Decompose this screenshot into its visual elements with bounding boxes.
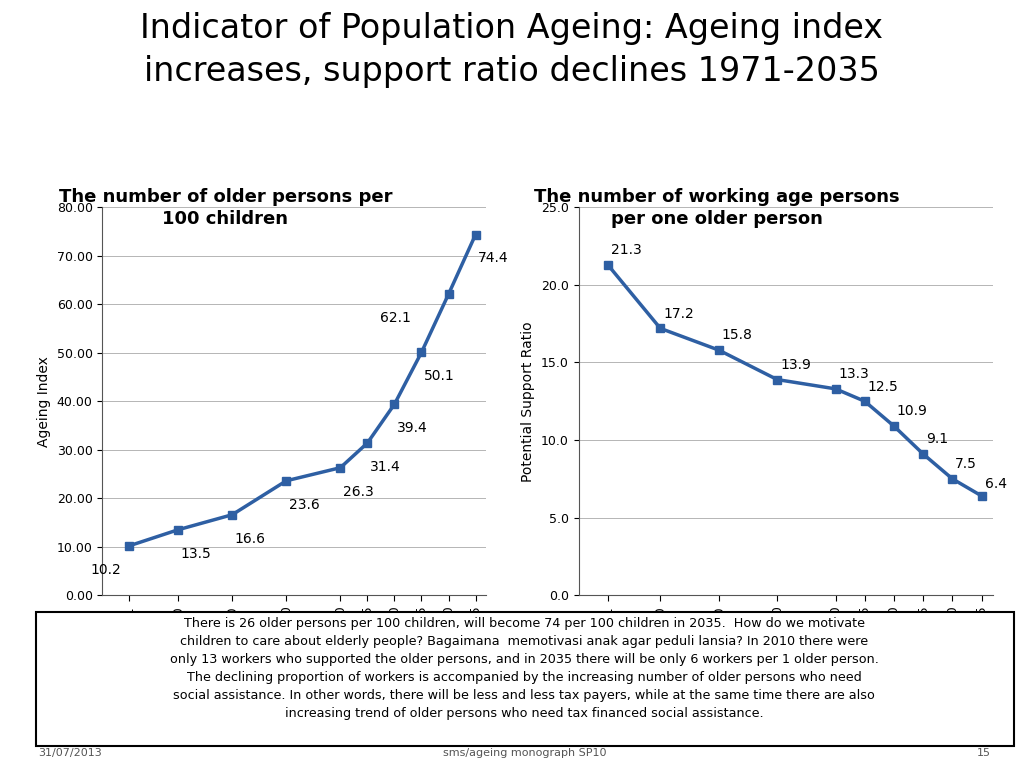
Text: The number of working age persons
per one older person: The number of working age persons per on… xyxy=(534,188,900,228)
Text: 74.4: 74.4 xyxy=(478,251,509,266)
Text: 10.9: 10.9 xyxy=(897,404,928,419)
Y-axis label: Potential Support Ratio: Potential Support Ratio xyxy=(521,321,536,482)
Text: 39.4: 39.4 xyxy=(397,421,428,435)
Y-axis label: Ageing Index: Ageing Index xyxy=(37,356,51,447)
Text: 13.3: 13.3 xyxy=(839,367,869,381)
Text: The number of older persons per
100 children: The number of older persons per 100 chil… xyxy=(58,188,392,228)
Text: 15.8: 15.8 xyxy=(722,329,753,343)
Text: 10.2: 10.2 xyxy=(90,563,121,577)
Text: 12.5: 12.5 xyxy=(867,379,898,393)
Text: 13.9: 13.9 xyxy=(780,358,811,372)
Text: 13.5: 13.5 xyxy=(181,547,212,561)
Text: 7.5: 7.5 xyxy=(955,457,977,471)
Text: 50.1: 50.1 xyxy=(424,369,455,383)
Text: 23.6: 23.6 xyxy=(289,498,319,511)
Text: 31.4: 31.4 xyxy=(370,460,400,474)
Text: sms/ageing monograph SP10: sms/ageing monograph SP10 xyxy=(442,748,606,758)
Text: 15: 15 xyxy=(977,748,991,758)
Text: 16.6: 16.6 xyxy=(234,531,266,546)
Text: 17.2: 17.2 xyxy=(664,306,694,320)
Text: Indicator of Population Ageing: Ageing index
increases, support ratio declines 1: Indicator of Population Ageing: Ageing i… xyxy=(140,12,884,88)
Text: 6.4: 6.4 xyxy=(984,477,1007,492)
Text: 62.1: 62.1 xyxy=(380,311,411,325)
Text: 9.1: 9.1 xyxy=(926,432,948,446)
Text: 21.3: 21.3 xyxy=(610,243,641,257)
Text: 31/07/2013: 31/07/2013 xyxy=(38,748,101,758)
Text: There is 26 older persons per 100 children, will become 74 per 100 children in 2: There is 26 older persons per 100 childr… xyxy=(170,617,879,720)
Text: 26.3: 26.3 xyxy=(343,485,374,498)
